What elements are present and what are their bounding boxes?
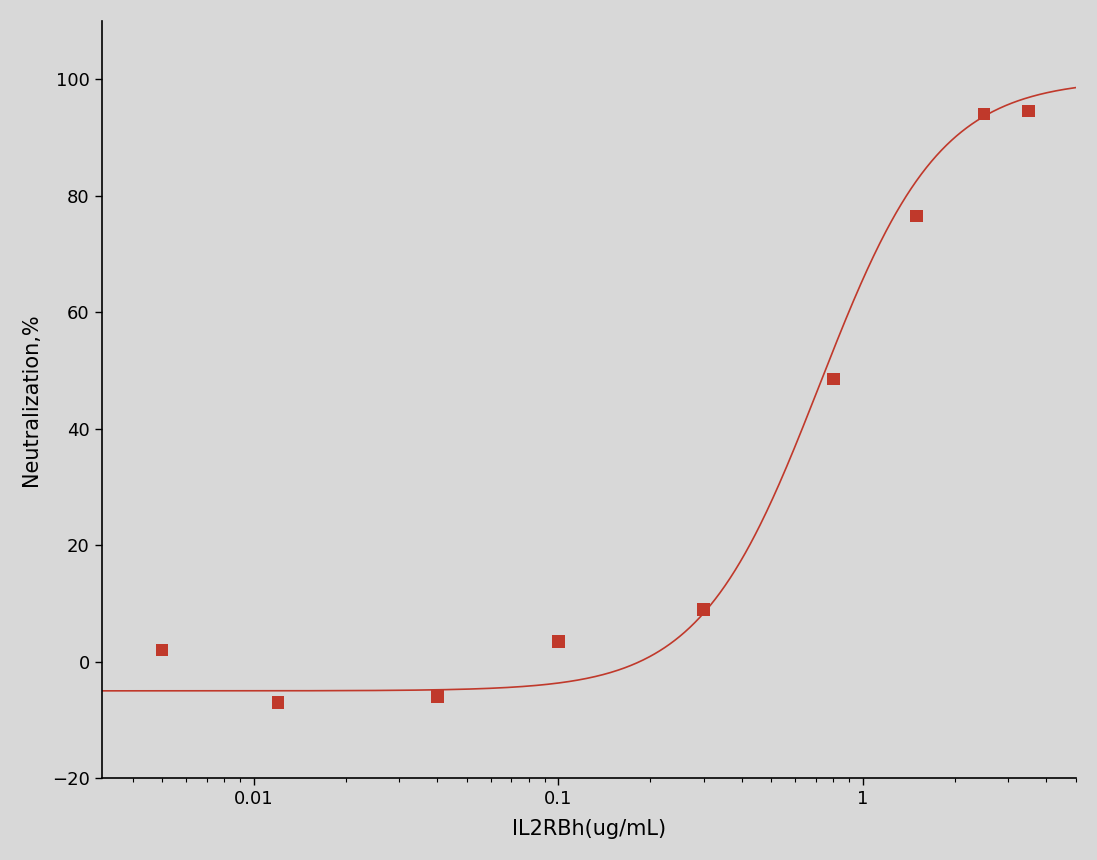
Y-axis label: Neutralization,%: Neutralization,% [21, 313, 41, 486]
Point [975, 108, 993, 121]
Point [269, 696, 286, 709]
Point [429, 690, 446, 703]
Point [695, 602, 713, 616]
Point [825, 372, 842, 386]
Point [908, 209, 926, 223]
Point [1020, 104, 1038, 118]
X-axis label: IL2RBh(ug/mL): IL2RBh(ug/mL) [512, 820, 666, 839]
Point [550, 635, 567, 648]
Point [154, 643, 171, 657]
